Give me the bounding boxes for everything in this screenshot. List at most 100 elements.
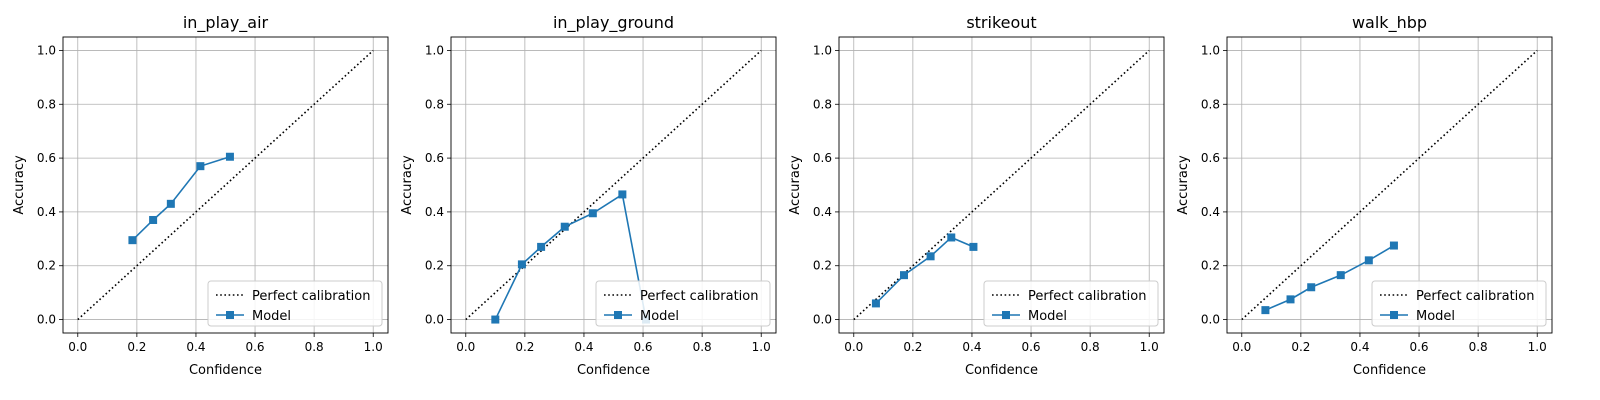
model-point [196,162,205,171]
chart-panel-in-play-air: 0.0 0.2 0.4 0.6 0.8 1.0 0.0 0.2 0.4 0.6 0.8 1.0 in_p… [12,13,389,378]
legend: Perfect calibration Model [1371,280,1547,327]
x-tick-label: 0.0 [68,340,87,354]
y-tick-label: 1.0 [425,43,444,57]
perfect-calibration-line [853,49,1150,321]
x-tick-label: 0.8 [305,340,324,354]
x-tick-label: 0.2 [127,340,146,354]
chart-title: in_play_ground [553,13,674,33]
model-point [1286,295,1295,304]
y-tick-label: 0.2 [813,259,832,273]
x-tick-label: 0.4 [962,340,981,354]
x-tick-label: 0.6 [633,340,652,354]
legend-box [983,280,1159,327]
x-tick-label: 0.0 [1232,340,1251,354]
x-tick-label: 0.2 [1291,340,1310,354]
y-axis-label: Accuracy [12,155,27,215]
model-line [131,155,231,241]
model-point [225,152,234,161]
model-point [1261,306,1270,315]
x-tick-label: 0.6 [1021,340,1040,354]
y-tick-label: 0.0 [37,313,56,327]
y-tick-label: 0.0 [813,313,832,327]
model-point [618,190,627,199]
chart-panel-in-play-ground: 0.0 0.2 0.4 0.6 0.8 1.0 0.0 0.2 0.4 0.6 0.8 1.0 in_p… [400,13,777,378]
chart-title: in_play_air [183,13,269,33]
y-tick-label: 0.8 [813,97,832,111]
y-tick-label: 0.0 [1201,313,1220,327]
axes-frame [450,36,777,334]
legend: Perfect calibration Model [595,280,771,327]
model-point [128,236,137,245]
model-point [491,315,500,324]
perfect-calibration-line [77,49,374,321]
model-point [969,242,978,251]
legend-label: Perfect calibration [1416,289,1534,304]
model-point [560,222,569,231]
perfect-calibration-line [465,49,762,321]
y-tick-label: 0.6 [37,151,56,165]
x-tick-label: 0.8 [693,340,712,354]
model-point [149,215,158,224]
x-tick-label: 1.0 [1140,340,1159,354]
y-tick-label: 0.0 [425,313,444,327]
x-tick-label: 1.0 [364,340,383,354]
y-tick-label: 1.0 [813,43,832,57]
x-axis-label: Confidence [189,363,262,378]
x-tick-label: 0.6 [1409,340,1428,354]
y-tick-label: 0.6 [813,151,832,165]
model-point [1364,256,1373,265]
x-tick-label: 0.2 [903,340,922,354]
legend-swatch-model-marker [226,311,234,319]
y-tick-label: 1.0 [37,43,56,57]
model-point [517,260,526,269]
model-point [1389,241,1398,250]
perfect-calibration-line [1241,49,1538,321]
y-tick-label: 0.4 [1201,205,1220,219]
y-tick-label: 0.4 [37,205,56,219]
legend-label: Model [1028,309,1067,324]
legend-box [595,280,771,327]
axes-frame [62,36,389,334]
x-tick-label: 0.6 [245,340,264,354]
legend-box [1371,280,1547,327]
chart-panel-walk-hbp: 0.0 0.2 0.4 0.6 0.8 1.0 0.0 0.2 0.4 0.6 0.8 1.0 walk… [1176,13,1553,378]
model-point [871,299,880,308]
legend-box [207,280,383,327]
y-axis-label: Accuracy [400,155,415,215]
y-tick-label: 0.6 [1201,151,1220,165]
model-point [947,233,956,242]
x-axis-label: Confidence [1353,363,1426,378]
x-tick-label: 0.0 [844,340,863,354]
x-tick-label: 0.8 [1469,340,1488,354]
model-point [900,271,908,280]
legend-label: Perfect calibration [640,289,758,304]
model-point [1307,283,1316,292]
legend-label: Perfect calibration [252,289,370,304]
y-tick-label: 0.2 [1201,259,1220,273]
model-point [1336,271,1345,280]
y-tick-label: 1.0 [1201,43,1220,57]
y-tick-label: 0.2 [37,259,56,273]
legend-label: Model [1416,309,1455,324]
x-tick-label: 0.8 [1081,340,1100,354]
model-point [926,252,935,261]
y-tick-label: 0.6 [425,151,444,165]
legend-swatch-model-marker [614,311,622,319]
legend-label: Model [252,309,291,324]
y-tick-label: 0.8 [1201,97,1220,111]
y-tick-label: 0.2 [425,259,444,273]
model-point [537,242,546,251]
legend-swatch-model-marker [1002,311,1010,319]
y-tick-label: 0.4 [813,205,832,219]
model-point [166,199,175,208]
chart-panel-strikeout: 0.0 0.2 0.4 0.6 0.8 1.0 0.0 0.2 0.4 0.6 0.8 1.0 stri… [788,13,1165,378]
y-tick-label: 0.8 [37,97,56,111]
model-line [875,236,974,304]
x-tick-label: 0.0 [456,340,475,354]
legend-swatch-model-marker [1390,311,1398,319]
legend-label: Model [640,309,679,324]
model-point [588,209,597,218]
x-tick-label: 1.0 [752,340,771,354]
chart-title: strikeout [966,13,1036,32]
